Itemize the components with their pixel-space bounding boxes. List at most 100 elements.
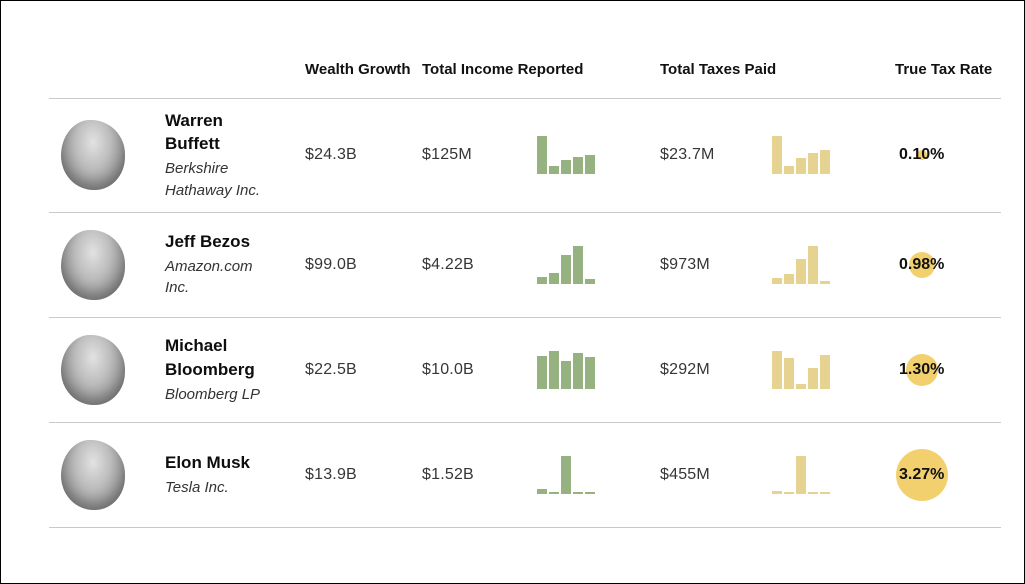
sparkline-bar [561, 254, 571, 284]
income-chart-cell [531, 455, 656, 494]
sparkline-bar [772, 490, 782, 494]
billionaires-tax-table: Wealth Growth Total Income Reported Tota… [49, 1, 1001, 528]
wealth-growth-value: $24.3B [305, 146, 357, 164]
rate-highlight-circle [908, 251, 935, 278]
table-row: Jeff Bezos Amazon.com Inc. $99.0B $4.22B… [49, 213, 1001, 318]
rate-wrap: 1.30% [899, 353, 945, 386]
true-tax-rate-value: 1.30% [899, 360, 945, 378]
taxes-chart-cell [766, 136, 891, 175]
sparkline-bar [796, 258, 806, 284]
person-name: Elon Musk [165, 452, 251, 472]
sparkline-bar [796, 455, 806, 494]
taxes-chart-cell [766, 350, 891, 389]
income-chart-cell [531, 350, 656, 389]
taxes-bar-chart [772, 455, 891, 494]
rate-highlight-circle [895, 448, 948, 501]
photo-cell [49, 439, 161, 510]
sparkline-bar [820, 491, 830, 494]
sparkline-bar [808, 367, 818, 389]
sparkline-bar [549, 166, 559, 175]
company-name: Tesla Inc. [165, 478, 229, 496]
rate-highlight-circle [905, 353, 938, 386]
sparkline-bar [808, 491, 818, 494]
sparkline-bar [784, 166, 794, 175]
taxes-paid-value: $973M [660, 255, 710, 273]
taxes-paid-value: $292M [660, 360, 710, 378]
sparkline-bar [573, 352, 583, 389]
table-body: Warren Buffett Berkshire Hathaway Inc. $… [49, 99, 1001, 528]
company-name: Amazon.com Inc. [165, 257, 253, 297]
name-cell: Elon Musk Tesla Inc. [161, 451, 301, 499]
rate-wrap: 3.27% [895, 448, 948, 501]
sparkline-bar [561, 455, 571, 494]
income-reported-value: $10.0B [422, 360, 474, 378]
person-name: Jeff Bezos [165, 231, 251, 251]
sparkline-bar [820, 280, 830, 284]
taxes-chart-cell [766, 245, 891, 284]
sparkline-bar [796, 158, 806, 175]
income-bar-chart [537, 455, 656, 494]
person-name: Michael Bloomberg [165, 335, 255, 379]
photo-cell [49, 229, 161, 300]
name-cell: Michael Bloomberg Bloomberg LP [161, 334, 301, 405]
name-cell: Warren Buffett Berkshire Hathaway Inc. [161, 109, 301, 202]
company-name: Berkshire Hathaway Inc. [165, 160, 261, 199]
true-tax-rate-cell: 1.30% [891, 353, 1001, 386]
company-name: Bloomberg LP [165, 385, 261, 403]
sparkline-bar [537, 136, 547, 175]
income-reported-value: $1.52B [422, 465, 474, 483]
column-header-wealth-growth: Wealth Growth [305, 61, 411, 78]
person-name: Warren Buffett [165, 110, 223, 154]
photo-cell [49, 120, 161, 191]
sparkline-bar [573, 157, 583, 175]
sparkline-bar [549, 350, 559, 389]
wealth-growth-value: $22.5B [305, 360, 357, 378]
true-tax-rate-value: 0.98% [899, 255, 945, 273]
sparkline-bar [549, 272, 559, 284]
true-tax-rate-value: 3.27% [899, 465, 945, 483]
taxes-paid-value: $455M [660, 465, 710, 483]
sparkline-bar [585, 155, 595, 175]
sparkline-bar [796, 383, 806, 389]
person-photo-warren-buffett [61, 120, 125, 191]
wealth-growth-value: $13.9B [305, 465, 357, 483]
person-photo-michael-bloomberg [61, 334, 125, 405]
true-tax-rate-value: 0.10% [899, 146, 945, 164]
taxes-paid-value: $23.7M [660, 146, 715, 164]
person-photo-elon-musk [61, 439, 125, 510]
rate-highlight-circle [916, 150, 927, 161]
taxes-bar-chart [772, 350, 891, 389]
sparkline-bar [561, 360, 571, 389]
column-header-true-tax-rate: True Tax Rate [895, 61, 993, 78]
name-cell: Jeff Bezos Amazon.com Inc. [161, 230, 301, 299]
photo-cell [49, 334, 161, 405]
table-row: Warren Buffett Berkshire Hathaway Inc. $… [49, 99, 1001, 213]
income-bar-chart [537, 136, 656, 175]
true-tax-rate-cell: 3.27% [891, 448, 1001, 501]
column-header-total-income-reported: Total Income Reported [422, 61, 584, 78]
rate-wrap: 0.98% [899, 251, 945, 278]
sparkline-bar [585, 278, 595, 284]
sparkline-bar [573, 245, 583, 284]
wealth-growth-value: $99.0B [305, 255, 357, 273]
person-photo-jeff-bezos [61, 229, 125, 300]
sparkline-bar [573, 491, 583, 494]
table-row: Elon Musk Tesla Inc. $13.9B $1.52B $455M… [49, 423, 1001, 528]
sparkline-bar [549, 491, 559, 494]
sparkline-bar [808, 153, 818, 175]
sparkline-bar [820, 150, 830, 175]
sparkline-bar [537, 355, 547, 389]
income-reported-value: $4.22B [422, 255, 474, 273]
sparkline-bar [772, 350, 782, 389]
sparkline-bar [784, 357, 794, 389]
taxes-chart-cell [766, 455, 891, 494]
true-tax-rate-cell: 0.10% [891, 144, 1001, 166]
sparkline-bar [808, 245, 818, 284]
income-chart-cell [531, 245, 656, 284]
taxes-bar-chart [772, 245, 891, 284]
sparkline-bar [585, 491, 595, 494]
sparkline-bar [561, 160, 571, 175]
table-header-row: Wealth Growth Total Income Reported Tota… [49, 1, 1001, 99]
income-chart-cell [531, 136, 656, 175]
